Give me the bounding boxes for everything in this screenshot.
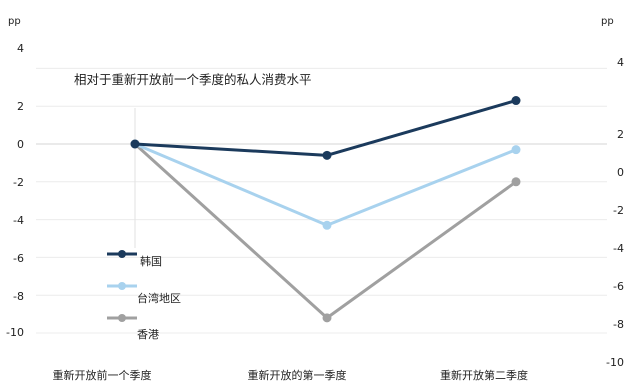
legend-swatch-marker [118, 282, 126, 290]
right-tick-label: -10 [606, 356, 624, 369]
category-labels: 重新开放前一个季度 重新开放的第一季度 重新开放第二季度 [53, 368, 529, 382]
right-axis-unit: pp [601, 16, 614, 27]
data-point [322, 150, 332, 160]
left-tick-label: 2 [17, 100, 24, 113]
axis-lines [36, 108, 607, 248]
series-line [133, 99, 518, 157]
data-point [511, 177, 521, 187]
legend-swatch-marker [118, 314, 126, 322]
right-tick-label: -6 [613, 280, 624, 293]
left-tick-label: -8 [13, 290, 24, 303]
right-tick-label: -8 [613, 318, 624, 331]
data-point [511, 145, 521, 155]
legend-swatch-marker [118, 250, 126, 258]
data-point [322, 313, 332, 323]
gridlines [36, 67, 607, 334]
legend-item: 韩国 [107, 250, 162, 268]
series-line [133, 142, 518, 320]
left-tick-label: 0 [17, 138, 24, 151]
left-tick-label: 4 [17, 42, 24, 55]
series-lines [130, 96, 521, 323]
left-tick-label: -10 [6, 326, 24, 339]
data-point [511, 96, 521, 106]
legend-item: 香港 [107, 314, 159, 341]
right-tick-label: 2 [617, 128, 624, 141]
left-axis-ticks: 4 2 0 -2 -4 -6 -8 -10 [6, 42, 24, 339]
left-tick-label: -6 [13, 252, 24, 265]
left-axis-unit: pp [8, 16, 21, 27]
legend-label: 韩国 [140, 254, 162, 268]
left-tick-label: -4 [13, 214, 24, 227]
category-label: 重新开放第二季度 [440, 368, 528, 382]
left-tick-label: -2 [13, 176, 24, 189]
data-point [322, 220, 332, 230]
right-axis-ticks: 4 2 0 -2 -4 -6 -8 -10 [606, 56, 624, 369]
category-label: 重新开放前一个季度 [53, 368, 152, 382]
legend-item: 台湾地区 [107, 282, 181, 305]
legend-label: 香港 [137, 328, 159, 341]
right-tick-label: -2 [613, 204, 624, 217]
right-tick-label: -4 [613, 242, 624, 255]
right-tick-label: 0 [617, 166, 624, 179]
right-tick-label: 4 [617, 56, 624, 69]
data-point [130, 139, 140, 149]
legend-label: 台湾地区 [137, 291, 181, 305]
chart-annotation: 相对于重新开放前一个季度的私人消费水平 [74, 72, 312, 87]
category-label: 重新开放的第一季度 [248, 368, 347, 382]
